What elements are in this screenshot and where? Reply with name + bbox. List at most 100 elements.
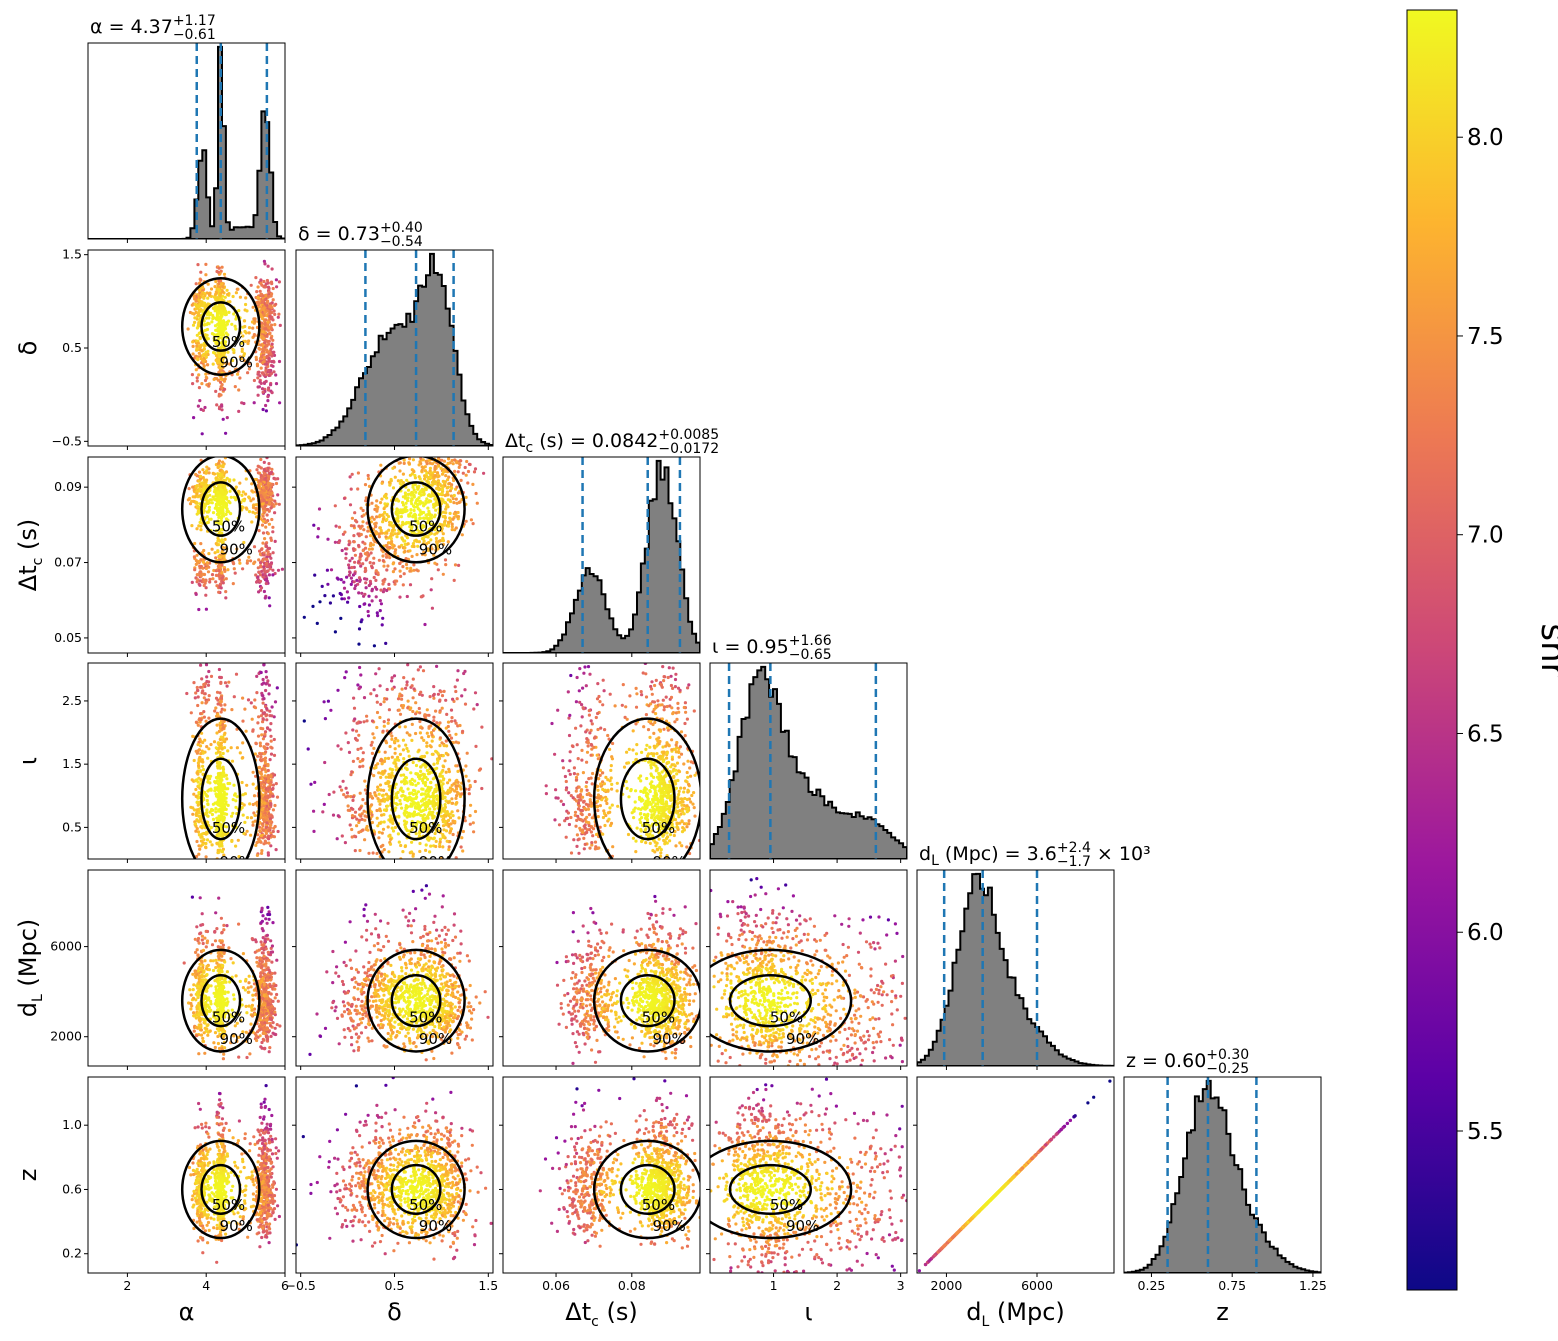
sample-point xyxy=(412,504,416,508)
sample-point xyxy=(382,700,386,704)
sample-point xyxy=(446,462,450,466)
sample-point xyxy=(422,792,427,796)
sample-point xyxy=(191,382,195,386)
sample-point xyxy=(453,469,457,473)
sample-point xyxy=(383,494,387,498)
sample-point xyxy=(235,795,239,799)
sample-point xyxy=(352,534,356,538)
sample-point xyxy=(202,572,207,577)
sample-point xyxy=(439,466,443,470)
sample-point xyxy=(270,305,274,310)
sample-point xyxy=(257,825,261,829)
sample-point xyxy=(197,524,201,528)
sample-point xyxy=(196,688,200,693)
sample-point xyxy=(270,354,274,358)
sample-point xyxy=(224,478,228,482)
sample-point xyxy=(369,520,373,524)
sample-point xyxy=(266,550,270,554)
sample-point xyxy=(258,359,262,363)
sample-point xyxy=(421,763,425,767)
sample-point xyxy=(258,829,262,833)
sample-point xyxy=(406,488,411,492)
sample-point xyxy=(236,372,240,376)
sample-point xyxy=(217,667,221,672)
sample-point xyxy=(363,577,367,581)
sample-point xyxy=(350,472,354,476)
sample-point xyxy=(403,522,408,526)
sample-point xyxy=(198,744,203,748)
sample-point xyxy=(220,473,224,477)
sample-point xyxy=(399,515,403,519)
sample-point xyxy=(273,323,277,327)
sample-point xyxy=(380,481,384,485)
sample-point xyxy=(194,829,198,833)
sample-point xyxy=(218,691,222,695)
sample-point xyxy=(391,528,395,533)
sample-point xyxy=(251,823,255,827)
sample-point xyxy=(270,517,274,522)
sample-point xyxy=(408,549,412,553)
sample-point xyxy=(186,498,190,502)
sample-point xyxy=(265,713,269,717)
sample-point xyxy=(199,558,203,562)
sample-point xyxy=(263,322,267,326)
sample-point xyxy=(260,768,264,772)
sample-point xyxy=(262,355,266,360)
sample-point xyxy=(194,691,198,695)
sample-point xyxy=(199,839,203,843)
sample-point xyxy=(399,843,403,848)
sample-point xyxy=(223,708,227,712)
sample-point xyxy=(224,340,228,344)
sample-point xyxy=(207,505,211,509)
sample-point xyxy=(432,476,436,480)
sample-point xyxy=(270,467,274,471)
sample-point xyxy=(418,725,423,730)
sample-point xyxy=(425,497,429,501)
sample-point xyxy=(197,321,201,325)
sample-point xyxy=(347,563,351,567)
sample-point xyxy=(253,698,257,702)
sample-point xyxy=(207,508,211,512)
sample-point xyxy=(368,561,372,565)
sample-point xyxy=(197,814,201,818)
sample-point xyxy=(264,314,269,318)
sample-point xyxy=(395,535,399,539)
sample-point xyxy=(260,325,264,329)
sample-point xyxy=(212,497,216,501)
sample-point xyxy=(234,317,238,321)
sample-point xyxy=(266,768,270,773)
sample-point xyxy=(255,290,259,294)
sample-point xyxy=(267,509,271,513)
sample-point xyxy=(210,320,214,324)
sample-point xyxy=(337,540,341,545)
sample-point xyxy=(338,591,342,596)
sample-point xyxy=(336,688,340,692)
sample-point xyxy=(265,579,269,583)
sample-point xyxy=(196,723,200,727)
sample-point xyxy=(208,577,212,581)
sample-point xyxy=(266,742,270,746)
sample-point xyxy=(463,702,468,706)
sample-point xyxy=(199,474,203,478)
sample-point xyxy=(193,696,197,700)
sample-point xyxy=(219,586,223,590)
sample-point xyxy=(251,305,255,309)
sample-point xyxy=(204,586,208,590)
sample-point xyxy=(443,481,447,485)
sample-point xyxy=(383,502,387,506)
sample-point xyxy=(380,531,384,535)
sample-point xyxy=(266,764,270,768)
sample-point xyxy=(382,820,386,824)
sample-point xyxy=(351,759,355,764)
sample-point xyxy=(218,565,222,569)
sample-point xyxy=(207,471,211,475)
sample-point xyxy=(266,285,271,289)
sample-point xyxy=(205,495,209,499)
sample-point xyxy=(214,389,218,393)
sample-point xyxy=(202,359,206,364)
sample-point xyxy=(269,294,273,298)
sample-point xyxy=(352,696,356,700)
sample-point xyxy=(445,712,449,717)
sample-point xyxy=(378,599,382,603)
sample-point xyxy=(215,794,219,798)
